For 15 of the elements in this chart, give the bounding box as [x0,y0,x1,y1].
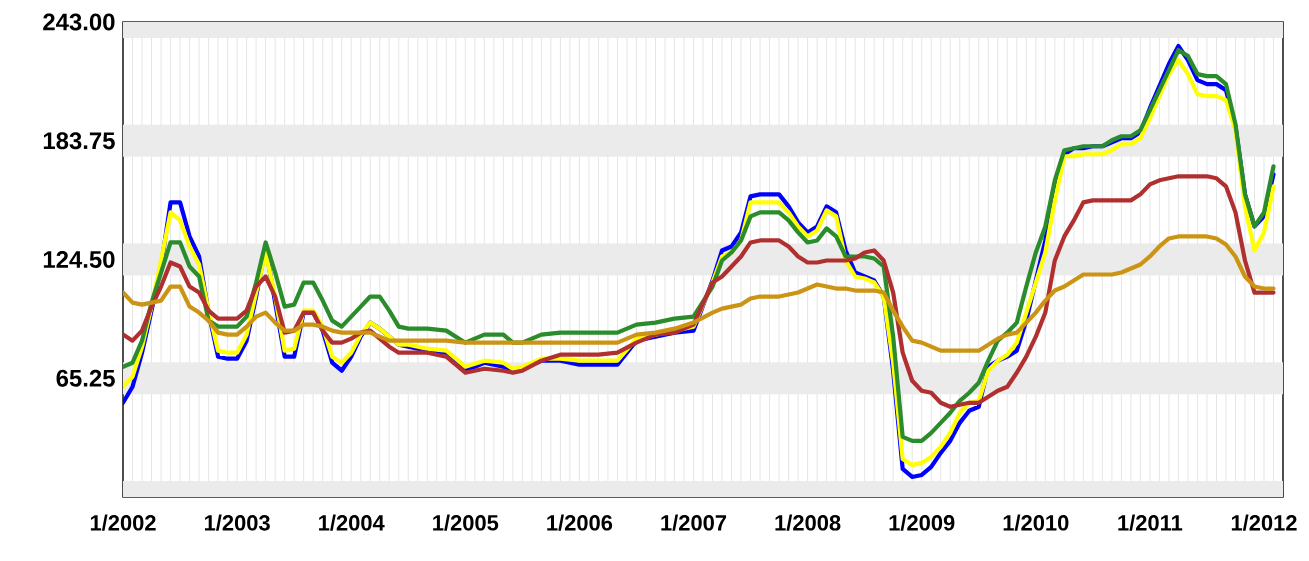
x-tick-label: 1/2012 [1231,514,1297,531]
x-tick-label: 1/2004 [319,514,385,531]
x-tick-label: 1/2011 [1118,514,1183,531]
x-tick-label: 1/2008 [775,514,841,531]
y-tick-label: 243.00 [43,13,115,31]
x-tick-label: 1/2002 [90,514,156,531]
y-tick-label: 124.50 [43,251,115,268]
x-tick-label: 1/2006 [547,514,613,531]
x-tick-label: 1/2007 [661,514,727,531]
x-tick-label: 1/2009 [889,514,955,531]
y-tick-label: 183.75 [43,132,115,150]
x-tick-label: 1/2005 [433,514,499,531]
x-tick-label: 1/2010 [1003,514,1069,531]
y-tick-label: 65.25 [56,369,115,387]
x-tick-label: 1/2003 [204,514,270,531]
